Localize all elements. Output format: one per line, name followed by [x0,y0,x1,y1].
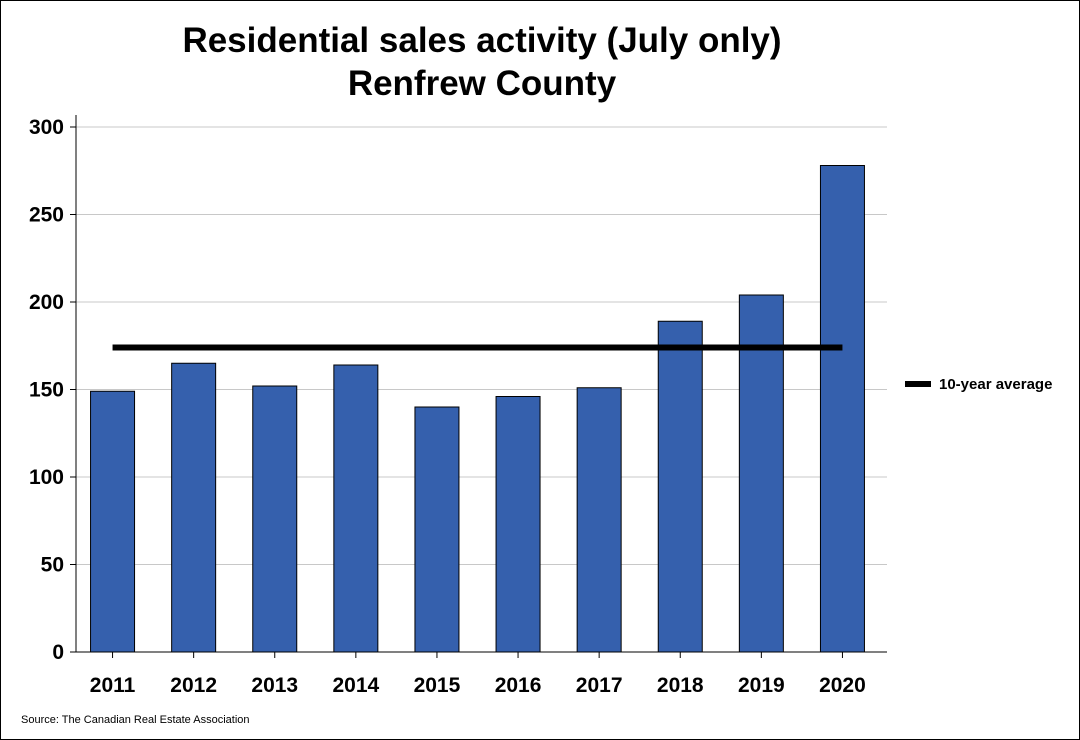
x-tick-label: 2013 [251,674,298,697]
legend: 10-year average [905,376,1052,393]
source-note: Source: The Canadian Real Estate Associa… [21,714,250,726]
bar-2016 [495,396,541,653]
chart-title-line-1: Residential sales activity (July only) [182,21,781,60]
bar-2013 [252,385,298,653]
y-tick-label: 200 [29,291,64,314]
x-tick-label: 2019 [738,674,785,697]
chart-title-line-2: Renfrew County [348,64,617,103]
y-tick-label: 50 [41,554,64,577]
x-tick-label: 2011 [90,674,136,697]
x-tick-label: 2018 [657,674,704,697]
y-tick-label: 250 [29,204,64,227]
x-tick-label: 2020 [819,674,866,697]
bar-2011 [90,390,136,653]
bar-2017 [576,387,622,653]
x-tick-label: 2017 [576,674,623,697]
x-tick-label: 2012 [170,674,217,697]
bar-2015 [414,406,460,653]
bar-2018 [657,320,703,653]
y-tick-label: 0 [52,641,64,664]
x-tick-label: 2015 [414,674,461,697]
bar-2014 [333,364,379,653]
bar-2012 [171,362,217,653]
bar-2020 [819,165,865,653]
legend-average-label: 10-year average [939,376,1052,393]
x-tick-label: 2014 [332,674,379,697]
legend-average-swatch [905,381,931,387]
y-tick-label: 100 [29,466,64,489]
x-tick-label: 2016 [495,674,542,697]
y-tick-label: 150 [29,379,64,402]
y-tick-label: 300 [29,116,64,139]
